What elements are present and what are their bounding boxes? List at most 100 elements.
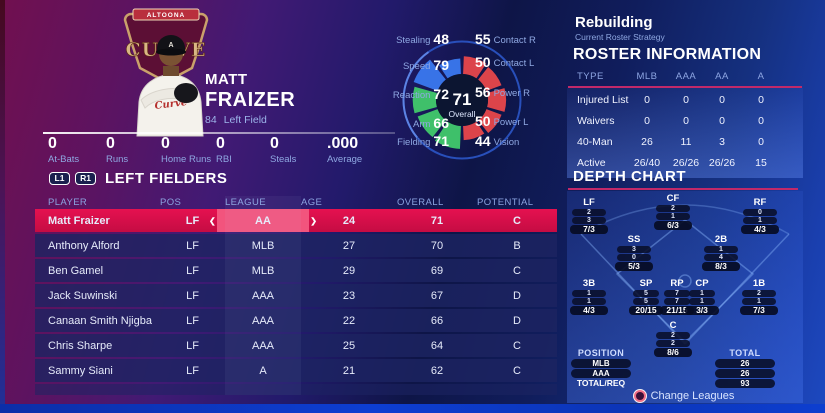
depth-accent-line [568, 188, 798, 190]
stat-value: 0 [161, 135, 170, 152]
ratio-badge: 8/6 [654, 348, 692, 357]
player-age: 21 [342, 364, 356, 377]
stat-item: 0 Steals [270, 136, 297, 166]
season-stats-row: 0 At-Bats 0 Runs 0 Home Runs 0 RBI 0 Steals .000 Av… [35, 136, 407, 166]
player-overall: 64 [430, 339, 444, 352]
player-row[interactable]: Chris Sharpe LF AAA 25 64 C [35, 334, 557, 357]
attribute-row: 44 Vision [472, 134, 519, 150]
change-leagues-button[interactable]: Change Leagues [565, 390, 805, 402]
summary-total-header: TOTAL [729, 348, 761, 358]
ratio-badge: 7/3 [740, 306, 778, 315]
r1-button[interactable]: R1 [75, 171, 96, 185]
depth-summary: POSITION TOTAL MLB 26 AAA 26 TOTAL/REQ 93 [565, 168, 805, 413]
column-header: AGE [301, 197, 323, 208]
roster-cell: 0 [719, 115, 725, 127]
attribute-label: Fielding [397, 137, 431, 148]
column-header: POS [160, 197, 182, 208]
count-badge: 0 [743, 209, 777, 216]
player-row[interactable]: Anthony Alford LF MLB 27 70 B [35, 234, 557, 257]
depth-position-2b: 2B 1 4 8/3 [699, 235, 743, 271]
stat-label: Home Runs [161, 154, 212, 165]
player-age: 25 [342, 339, 356, 352]
fielders-table-footer [35, 384, 557, 395]
position-label: CP [695, 278, 709, 289]
player-age: 27 [342, 239, 356, 252]
attribute-label: Arm [413, 119, 431, 130]
count-badge: 7 [664, 290, 690, 297]
ratio-badge: 6/3 [654, 221, 692, 230]
ratio-badge: 4/3 [741, 225, 779, 234]
attribute-value: 72 [433, 86, 449, 102]
position-label: 3B [582, 278, 596, 289]
ratio-badge: 3/3 [685, 306, 719, 315]
player-potential: C [513, 339, 521, 352]
player-age: 29 [342, 264, 356, 277]
attribute-label: Stealing [396, 35, 431, 46]
player-name: Anthony Alford [48, 239, 120, 252]
player-league: AAA [225, 334, 301, 357]
league-value: AA [255, 214, 271, 227]
stat-value: .000 [327, 135, 359, 152]
league-value: MLB [251, 264, 275, 277]
player-league: MLB [225, 259, 301, 282]
depth-position-3b: 3B 1 1 4/3 [567, 279, 611, 315]
summary-total-value: 93 [715, 379, 775, 388]
player-pos: LF [185, 214, 200, 227]
roster-cell: 0 [683, 94, 689, 106]
attribute-label: Vision [493, 137, 520, 148]
player-pos: LF [186, 289, 199, 302]
position-label: 2B [714, 234, 728, 245]
wheel-segment-speed [413, 59, 446, 91]
attribute-value: 71 [433, 133, 449, 149]
stat-value: 0 [216, 135, 225, 152]
position-label: SS [627, 234, 641, 245]
stat-label: Steals [270, 154, 297, 165]
league-value: AAA [251, 289, 274, 302]
league-value: A [259, 364, 267, 377]
league-value: MLB [251, 239, 275, 252]
player-pos: LF [186, 339, 199, 352]
fielders-section-title: LEFT FIELDERS [105, 169, 228, 187]
player-row[interactable]: Jack Suwinski LF AAA 23 67 D [35, 284, 557, 307]
stat-item: 0 RBI [216, 135, 232, 166]
count-badge: 1 [572, 290, 606, 297]
summary-position-value: MLB [571, 359, 631, 368]
player-last-name: FRAIZER [205, 88, 296, 111]
attribute-label: Contact L [493, 58, 535, 69]
stepper-left-icon[interactable]: ❮ [209, 216, 216, 225]
stepper-right-icon[interactable]: ❯ [310, 216, 317, 225]
attribute-label: Power R [493, 88, 531, 99]
player-row[interactable]: Matt Fraizer LF ❮ AA ❯ 24 71 C [35, 209, 557, 232]
roster-cell: 0 [758, 115, 764, 127]
player-pos: LF [186, 239, 199, 252]
l1-button[interactable]: L1 [49, 171, 70, 185]
ratio-badge: 7/3 [570, 225, 608, 234]
left-fielders-panel: L1 R1 LEFT FIELDERS PLAYER POS LEAGUE AGE OV… [35, 170, 557, 396]
player-row[interactable]: Sammy Siani LF A 21 62 C [35, 359, 557, 382]
roster-table-background [567, 88, 803, 178]
player-row[interactable]: Canaan Smith Njigba LF AAA 22 66 D [35, 309, 557, 332]
roster-column-header: TYPE [577, 71, 604, 82]
player-overall: 71 [430, 214, 444, 227]
count-badge: 3 [572, 217, 606, 224]
count-badge: 4 [704, 254, 738, 261]
ratio-badge: 5/3 [615, 262, 653, 271]
player-row[interactable]: Ben Gamel LF MLB 29 69 C [35, 259, 557, 282]
fielders-title-row: L1 R1 LEFT FIELDERS [35, 169, 228, 187]
depth-position-lf: LF 2 3 7/3 [567, 198, 611, 234]
roster-cell: 0 [644, 94, 650, 106]
count-badge: 3 [617, 246, 651, 253]
player-pos: LF [186, 264, 199, 277]
player-pos: LF [186, 364, 199, 377]
player-age: 24 [342, 214, 356, 227]
fielders-rows: Matt Fraizer LF ❮ AA ❯ 24 71 C Anthony Alford LF M… [35, 209, 557, 395]
player-league: AAA [225, 284, 301, 307]
wheel-segment-fielding [434, 121, 461, 149]
player-name: Jack Suwinski [48, 289, 118, 302]
attribute-value: 56 [475, 84, 491, 100]
attribute-value: 48 [433, 31, 449, 47]
roster-cell: 0 [719, 94, 725, 106]
wheel-segment-arm [417, 109, 446, 138]
roster-column-header: AA [715, 71, 729, 82]
depth-position-sp: SP 5 5 20/15 [629, 279, 663, 315]
